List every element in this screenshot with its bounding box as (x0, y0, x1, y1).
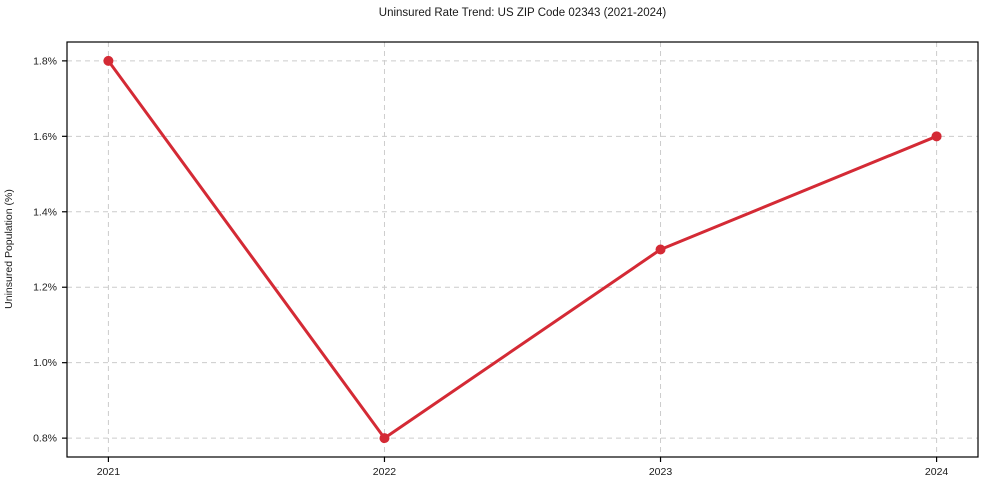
data-point-2021 (103, 55, 114, 66)
x-tick-label: 2023 (649, 466, 673, 478)
data-point-2022 (379, 433, 390, 444)
chart-title: Uninsured Rate Trend: US ZIP Code 02343 … (378, 7, 667, 19)
y-tick-label: 1.2% (33, 282, 57, 294)
trend-line (106, 59, 939, 440)
data-point-2023 (655, 244, 666, 255)
x-tick-label: 2021 (97, 466, 121, 478)
data-point-2024 (931, 131, 942, 142)
x-tick-label: 2024 (925, 466, 949, 478)
y-tick-label: 1.8% (33, 55, 57, 67)
y-tick-label: 0.8% (33, 433, 57, 445)
y-tick-label: 1.6% (33, 131, 57, 143)
plot-border (66, 41, 979, 458)
x-tick-label: 2022 (373, 466, 397, 478)
y-tick-label: 1.0% (33, 357, 57, 369)
y-tick-label: 1.4% (33, 206, 57, 218)
